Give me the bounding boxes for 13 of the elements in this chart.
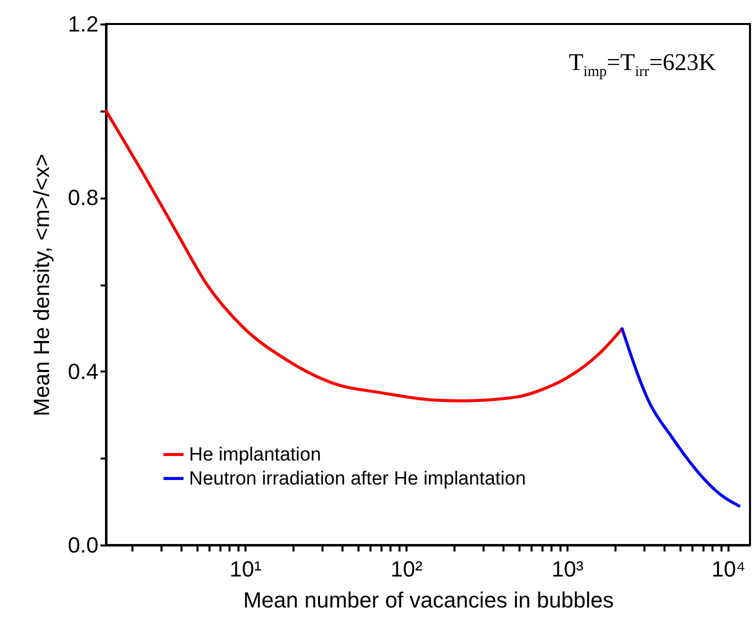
y-tick-label: 1.2 [68,12,98,36]
legend-label: He implantation [189,444,322,466]
y-tick-label: 0.4 [68,358,98,384]
y-tick-label: 0.8 [68,185,98,210]
annotation: T$_{imp}$=T$_{irr}$=623K [568,50,716,81]
x-tick-label: 10² [390,556,422,582]
y-axis-title: Mean He density, <m>/<x> [28,154,54,416]
legend-label: Neutron irradiation after He implantation [189,468,526,490]
y-tick-label: 0.0 [68,532,98,558]
x-tick-label: 10³ [552,556,584,582]
x-tick-label: 10¹ [230,556,262,582]
x-tick-label: 10⁴ [712,556,746,582]
x-axis-title: Mean number of vacancies in bubbles [243,588,614,612]
